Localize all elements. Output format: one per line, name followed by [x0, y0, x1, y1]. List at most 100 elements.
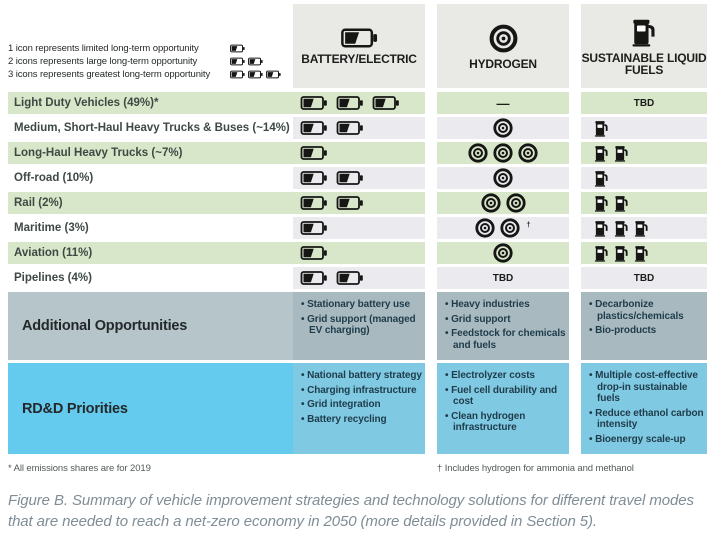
- column-gap: [425, 242, 437, 264]
- fuel-pump-icon: [614, 245, 629, 262]
- legend-item: 2 icons represents large long-term oppor…: [8, 55, 281, 68]
- battery-icon: [300, 171, 328, 185]
- column-gap: [425, 142, 437, 164]
- row-label: Rail (2%): [8, 192, 293, 214]
- bullet-item: Battery recycling: [301, 414, 422, 426]
- bullet-item: Grid integration: [301, 399, 422, 411]
- row-cell-battery: [293, 192, 425, 214]
- column-header-label: SUSTAINABLE LIQUID FUELS: [581, 50, 707, 77]
- footnotes: * All emissions shares are for 2019 † In…: [8, 463, 707, 474]
- column-gap: [425, 267, 437, 289]
- hydrogen-icon: [493, 168, 513, 188]
- battery-icon: [230, 70, 245, 79]
- battery-icon: [336, 171, 364, 185]
- row-cell-hydrogen: [437, 242, 569, 264]
- column-gap: [569, 142, 581, 164]
- bullet-item: Grid support: [445, 314, 566, 326]
- additional-opportunities-battery: Stationary battery use Grid support (mana…: [293, 292, 425, 360]
- bullet-item: National battery strategy: [301, 370, 422, 382]
- bullet-item: Fuel cell durability and cost: [445, 385, 566, 408]
- legend-item-icons: [230, 57, 263, 66]
- bullet-item: Heavy industries: [445, 299, 566, 311]
- bullet-item: Charging infrastructure: [301, 385, 422, 397]
- row-cell-battery: [293, 267, 425, 289]
- fuel-pump-icon: [594, 245, 609, 262]
- fuel-pump-icon: [594, 145, 609, 162]
- row-cell-battery: [293, 117, 425, 139]
- mode-rows: Light Duty Vehicles (49%)* — TBD Medium, S…: [8, 92, 707, 289]
- battery-icon: [300, 121, 328, 135]
- fuel-pump-icon: [594, 220, 609, 237]
- battery-icon: [336, 196, 364, 210]
- fuel-pump-icon: [634, 245, 649, 262]
- row-cell-fuels: TBD: [581, 267, 707, 289]
- additional-opportunities-fuels: Decarbonize plastics/chemicals Bio-produc…: [581, 292, 707, 360]
- additional-opportunities-label: Additional Opportunities: [8, 292, 293, 360]
- row-cell-battery: [293, 167, 425, 189]
- column-header-label: BATTERY/ELECTRIC: [301, 52, 417, 67]
- bullet-item: Reduce ethanol carbon intensity: [589, 408, 704, 431]
- column-gap: [425, 192, 437, 214]
- bullet-item: Bio-products: [589, 325, 704, 337]
- column-gap: [425, 92, 437, 114]
- column-gap: [569, 217, 581, 239]
- row-cell-fuels: [581, 242, 707, 264]
- column-gap: [425, 217, 437, 239]
- row-cell-fuels: TBD: [581, 92, 707, 114]
- table-row: Aviation (11%): [8, 242, 707, 264]
- column-header-label: HYDROGEN: [469, 56, 537, 71]
- hydrogen-footnote-marker: †: [526, 220, 531, 229]
- tbd-text: TBD: [492, 272, 514, 284]
- legend-item: 1 icon represents limited long-term oppo…: [8, 42, 281, 55]
- battery-icon: [300, 271, 328, 285]
- bullet-item: Stationary battery use: [301, 299, 422, 311]
- row-cell-battery: [293, 217, 425, 239]
- hydrogen-icon: [489, 24, 518, 53]
- column-gap: [425, 363, 437, 454]
- row-cell-battery: [293, 242, 425, 264]
- row-label: Off-road (10%): [14, 172, 94, 184]
- table-row: Light Duty Vehicles (49%)* — TBD: [8, 92, 707, 114]
- column-gap: [425, 4, 437, 88]
- column-gap: [569, 92, 581, 114]
- column-gap: [425, 292, 437, 360]
- figure-caption: Figure B. Summary of vehicle improvement…: [8, 492, 694, 530]
- column-gap: [569, 117, 581, 139]
- row-cell-fuels: [581, 217, 707, 239]
- additional-opportunities-row: Additional Opportunities Stationary batt…: [8, 292, 707, 360]
- legend-item-label: 1 icon represents limited long-term oppo…: [8, 43, 199, 54]
- battery-icon: [340, 28, 378, 48]
- row-cell-battery: [293, 92, 425, 114]
- hydrogen-icon: [475, 218, 496, 238]
- rdd-priorities-hydrogen: Electrolyzer costs Fuel cell durability a…: [437, 363, 569, 454]
- battery-icon: [300, 96, 328, 110]
- fuel-pump-icon: [594, 170, 609, 187]
- fuel-pump-icon: [614, 145, 629, 162]
- hydrogen-icon: [493, 243, 513, 263]
- column-gap: [569, 267, 581, 289]
- row-cell-fuels: [581, 167, 707, 189]
- fuel-pump-icon: [614, 195, 629, 212]
- row-label: Long-Haul Heavy Trucks (~7%): [8, 142, 293, 164]
- bullet-item: Bioenergy scale-up: [589, 434, 704, 446]
- row-cell-hydrogen: [437, 192, 569, 214]
- hydrogen-icon: [505, 193, 526, 213]
- rdd-priorities-label: RD&D Priorities: [8, 363, 293, 454]
- legend-item-icons: [230, 70, 281, 79]
- column-header-hydrogen: HYDROGEN: [437, 4, 569, 88]
- table-row: Long-Haul Heavy Trucks (~7%): [8, 142, 707, 164]
- column-gap: [569, 292, 581, 360]
- row-cell-hydrogen: †: [437, 217, 569, 239]
- fuel-pump-icon: [594, 120, 609, 137]
- fuel-pump-icon: [614, 220, 629, 237]
- table-row: Maritime (3%) †: [8, 217, 707, 239]
- column-gap: [425, 167, 437, 189]
- battery-icon: [336, 271, 364, 285]
- fuel-pump-icon: [594, 195, 609, 212]
- hydrogen-icon: [500, 218, 521, 238]
- legend-item-icons: [230, 44, 245, 53]
- row-cell-fuels: [581, 117, 707, 139]
- row-label: Medium, Short-Haul Heavy Trucks & Buses …: [14, 122, 290, 134]
- hydrogen-icon: [468, 143, 488, 163]
- table-row: Off-road (10%): [8, 167, 707, 189]
